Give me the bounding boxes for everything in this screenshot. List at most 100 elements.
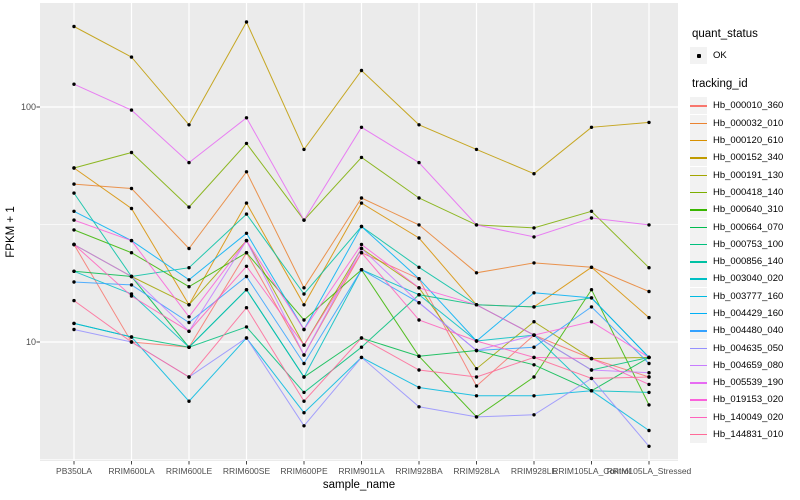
data-point — [244, 170, 249, 174]
data-point — [72, 228, 76, 232]
data-point — [417, 196, 421, 200]
data-point — [187, 375, 191, 379]
data-point — [647, 266, 651, 270]
data-point — [244, 264, 249, 268]
legend-item-label: Hb_004635_050 — [713, 342, 784, 354]
data-point — [129, 55, 134, 59]
data-point — [417, 123, 421, 127]
legend-item-label: Hb_004659_080 — [713, 359, 784, 371]
data-point — [589, 216, 594, 220]
swatch-line-icon — [690, 382, 707, 384]
data-point — [187, 315, 191, 319]
data-point — [187, 266, 191, 270]
legend-item-label: Hb_019153_020 — [713, 394, 784, 406]
swatch-line-icon — [690, 105, 707, 107]
data-point — [417, 265, 421, 269]
data-point — [474, 303, 479, 307]
legend-item-label: Hb_000856_140 — [713, 256, 784, 268]
data-point — [72, 191, 76, 195]
swatch-line-icon — [690, 295, 707, 298]
data-point — [72, 24, 76, 29]
legend-item-label: Hb_004480_040 — [713, 325, 784, 337]
legend-item-Hb_000856_140: Hb_000856_140 — [690, 253, 800, 271]
data-point — [244, 336, 249, 340]
x-tick-label-RRIM901LA: RRIM901LA — [338, 466, 385, 476]
data-point — [187, 303, 191, 307]
point-marker-icon — [696, 53, 701, 58]
swatch-line-icon — [690, 140, 707, 142]
data-point — [244, 325, 249, 329]
legend-key-swatch — [690, 270, 707, 288]
data-point — [474, 384, 479, 388]
legend-item-Hb_000640_310: Hb_000640_310 — [690, 201, 800, 219]
data-point — [72, 82, 76, 86]
legend-item-Hb_004480_040: Hb_004480_040 — [690, 322, 800, 340]
legend-key-swatch — [690, 132, 707, 150]
legend-tracking-id: tracking_id Hb_000010_360 Hb_000032_010 Hb… — [690, 78, 800, 444]
data-point — [302, 361, 306, 366]
legend-item-Hb_019153_020: Hb_019153_020 — [690, 391, 800, 409]
legend-item-Hb_004635_050: Hb_004635_050 — [690, 339, 800, 357]
y-axis-title: FPKM + 1 — [5, 206, 17, 258]
legend: quant_status OK tracking_id Hb_000010_36… — [690, 28, 800, 444]
data-point — [647, 371, 651, 375]
data-point — [647, 289, 651, 294]
data-point — [302, 390, 306, 395]
data-point — [302, 411, 306, 415]
data-point — [417, 301, 421, 305]
data-point — [589, 125, 594, 129]
legend-item-ok: OK — [690, 47, 800, 65]
data-point — [647, 428, 651, 433]
data-point — [532, 291, 536, 295]
x-tick-label-RRIM928LA: RRIM928LA — [453, 466, 500, 476]
data-point — [129, 251, 134, 255]
swatch-line-icon — [690, 399, 707, 401]
data-point — [417, 318, 421, 322]
swatch-line-icon — [690, 226, 707, 228]
data-point — [359, 355, 364, 360]
data-point — [302, 353, 306, 357]
legend-item-Hb_000191_130: Hb_000191_130 — [690, 166, 800, 184]
x-tick-label-RRIM928LE: RRIM928LE — [510, 466, 558, 476]
data-point — [589, 376, 594, 381]
data-point — [129, 335, 134, 339]
data-point — [647, 120, 651, 125]
x-tick-label-RRIM105LA_Stressed: RRIM105LA_Stressed — [606, 466, 692, 476]
legend-title-quant-status: quant_status — [692, 28, 758, 40]
y-tick-label-100: 100 — [20, 102, 36, 112]
data-point — [302, 424, 306, 428]
data-point — [532, 305, 536, 309]
data-point — [244, 231, 249, 235]
data-point — [474, 223, 479, 227]
legend-key-swatch — [690, 305, 707, 322]
data-point — [187, 123, 191, 127]
data-point — [474, 339, 479, 343]
data-point — [589, 368, 594, 372]
x-tick-label-RRIM600PE: RRIM600PE — [280, 466, 328, 476]
swatch-line-icon — [690, 243, 707, 246]
legend-item-label: Hb_003040_020 — [713, 273, 784, 285]
data-point — [474, 348, 479, 353]
legend-item-label: Hb_144831_010 — [713, 429, 784, 441]
legend-item-label: Hb_000191_130 — [713, 169, 784, 181]
data-point — [589, 296, 594, 300]
swatch-line-icon — [690, 261, 707, 263]
x-axis-title: sample_name — [322, 479, 396, 491]
data-point — [647, 355, 651, 360]
x-tick-label-PB350LA: PB350LA — [56, 466, 92, 476]
x-tick-label-RRIM600SE: RRIM600SE — [222, 466, 271, 476]
data-point — [302, 292, 306, 296]
legend-key-swatch — [690, 201, 707, 219]
data-point — [417, 286, 421, 290]
legend-item-Hb_004659_080: Hb_004659_080 — [690, 356, 800, 374]
data-point — [417, 385, 421, 390]
data-point — [187, 345, 191, 349]
data-point — [72, 182, 76, 186]
data-point — [589, 209, 594, 213]
data-point — [187, 246, 191, 251]
legend-item-Hb_144831_010: Hb_144831_010 — [690, 426, 800, 444]
legend-key-swatch — [690, 339, 707, 357]
legend-item-label: Hb_000120_610 — [713, 135, 784, 147]
swatch-line-icon — [690, 434, 707, 436]
